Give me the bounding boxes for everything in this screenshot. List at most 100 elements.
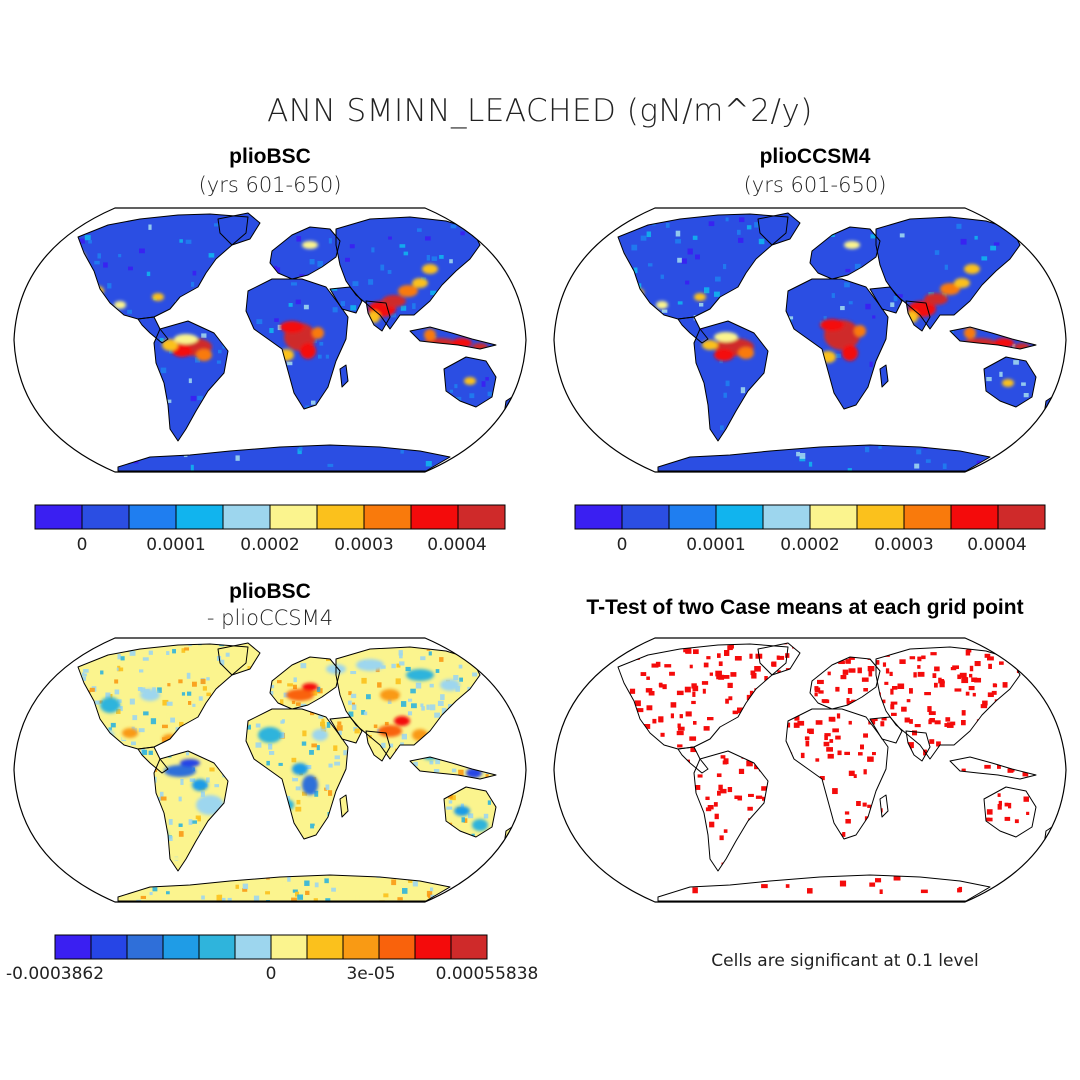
map-hotspot [378,725,402,737]
significant-cell [999,648,1005,654]
significant-cell [1012,657,1018,662]
significant-cell [793,722,800,728]
colorbar-swatch [54,934,92,960]
significant-cell [648,691,655,696]
colorbar-swatch [34,504,83,530]
significant-cell [748,793,754,797]
significant-cell [730,672,737,677]
significant-cell [751,672,757,679]
significant-cell [580,887,584,891]
significant-cell [1069,827,1074,830]
map-hotspot [842,345,858,361]
significant-cell [1055,665,1059,669]
significant-cell [554,653,559,658]
significant-cell [917,665,921,669]
significant-cell [1056,885,1062,891]
significant-cell [817,679,824,685]
map-bottom-left [13,637,527,903]
significant-cell [552,677,556,681]
map-hotspot [702,340,718,350]
coastline-asia [875,216,1021,330]
cb-tl-label: 0.0004 [427,535,487,555]
coastline-central-america [137,746,169,774]
significant-cell [959,672,967,678]
significant-cell [692,691,696,697]
significant-cell [692,887,698,894]
significant-cell [868,670,873,677]
map-hotspot [356,659,384,671]
significant-cell [707,805,714,810]
significant-cell [755,795,763,799]
significant-cell [987,817,993,822]
significant-cell [899,659,906,664]
significant-cell [1068,717,1071,721]
significant-cell [637,639,641,642]
significant-cell [660,732,665,737]
significant-cell [972,692,976,697]
significant-cell [1006,881,1011,885]
significant-cell [909,719,913,724]
colorbar-top-left [34,504,506,530]
significant-cell [734,656,742,661]
significant-cell [658,683,663,687]
cb-bl-label-min: -0.0003862 [5,964,105,984]
coastline-africa [785,708,889,840]
coastline-indonesia [409,326,497,350]
significant-cell [724,650,730,656]
significant-cell [889,671,893,677]
significant-cell [713,802,718,807]
cb-bl-label: 0 [265,964,277,984]
significant-cell [863,733,869,738]
significant-cell [954,688,962,692]
coastline-antarctica [117,444,451,472]
significant-cell [965,649,971,656]
significant-cell [958,886,963,893]
significant-cell [754,666,761,672]
significant-cell [993,683,998,688]
significant-cell [945,717,951,722]
significant-cell [1023,645,1028,649]
significant-cell [885,668,890,674]
significant-cell [715,670,722,677]
significant-cell [720,755,726,759]
significant-cell [705,796,710,801]
coastline-india [365,730,391,762]
significant-cell [567,657,572,661]
significant-cell [842,832,846,837]
colorbar-swatch [762,504,811,530]
map-hotspot [122,728,138,738]
colorbar-swatch [378,934,416,960]
cb-tr-label: 0 [616,535,628,555]
colorbar-swatch [316,504,365,530]
significant-cell [1034,651,1040,656]
colorbar-swatch [306,934,344,960]
coastline-greenland [757,212,801,246]
map-hotspot [100,697,120,713]
colorbar-swatch [903,504,952,530]
significant-cell [880,721,885,727]
coastline-indonesia [949,326,1037,350]
significant-cell [824,735,828,741]
significant-cell [655,661,661,667]
coastline-north-america [617,643,789,750]
map-hotspot [820,319,844,331]
map-hotspot [472,819,488,831]
significant-cell [890,688,894,695]
coastline-antarctica [117,874,451,902]
coastline-madagascar [879,794,889,818]
coastline-australia [443,356,497,408]
significant-cell [939,681,945,688]
significant-cell [872,752,876,756]
colorbar-top-right [574,504,1046,530]
significant-cell [634,700,641,707]
significant-cell [869,882,876,887]
map-border [13,207,527,473]
significant-cell [965,691,970,696]
significant-cell [804,736,810,741]
significant-cell [824,733,831,737]
significant-cell [829,739,834,743]
significant-cell [679,714,683,719]
map-hotspot [292,763,308,775]
cb-tr-label: 0.0004 [967,535,1027,555]
significant-cell [862,802,867,807]
